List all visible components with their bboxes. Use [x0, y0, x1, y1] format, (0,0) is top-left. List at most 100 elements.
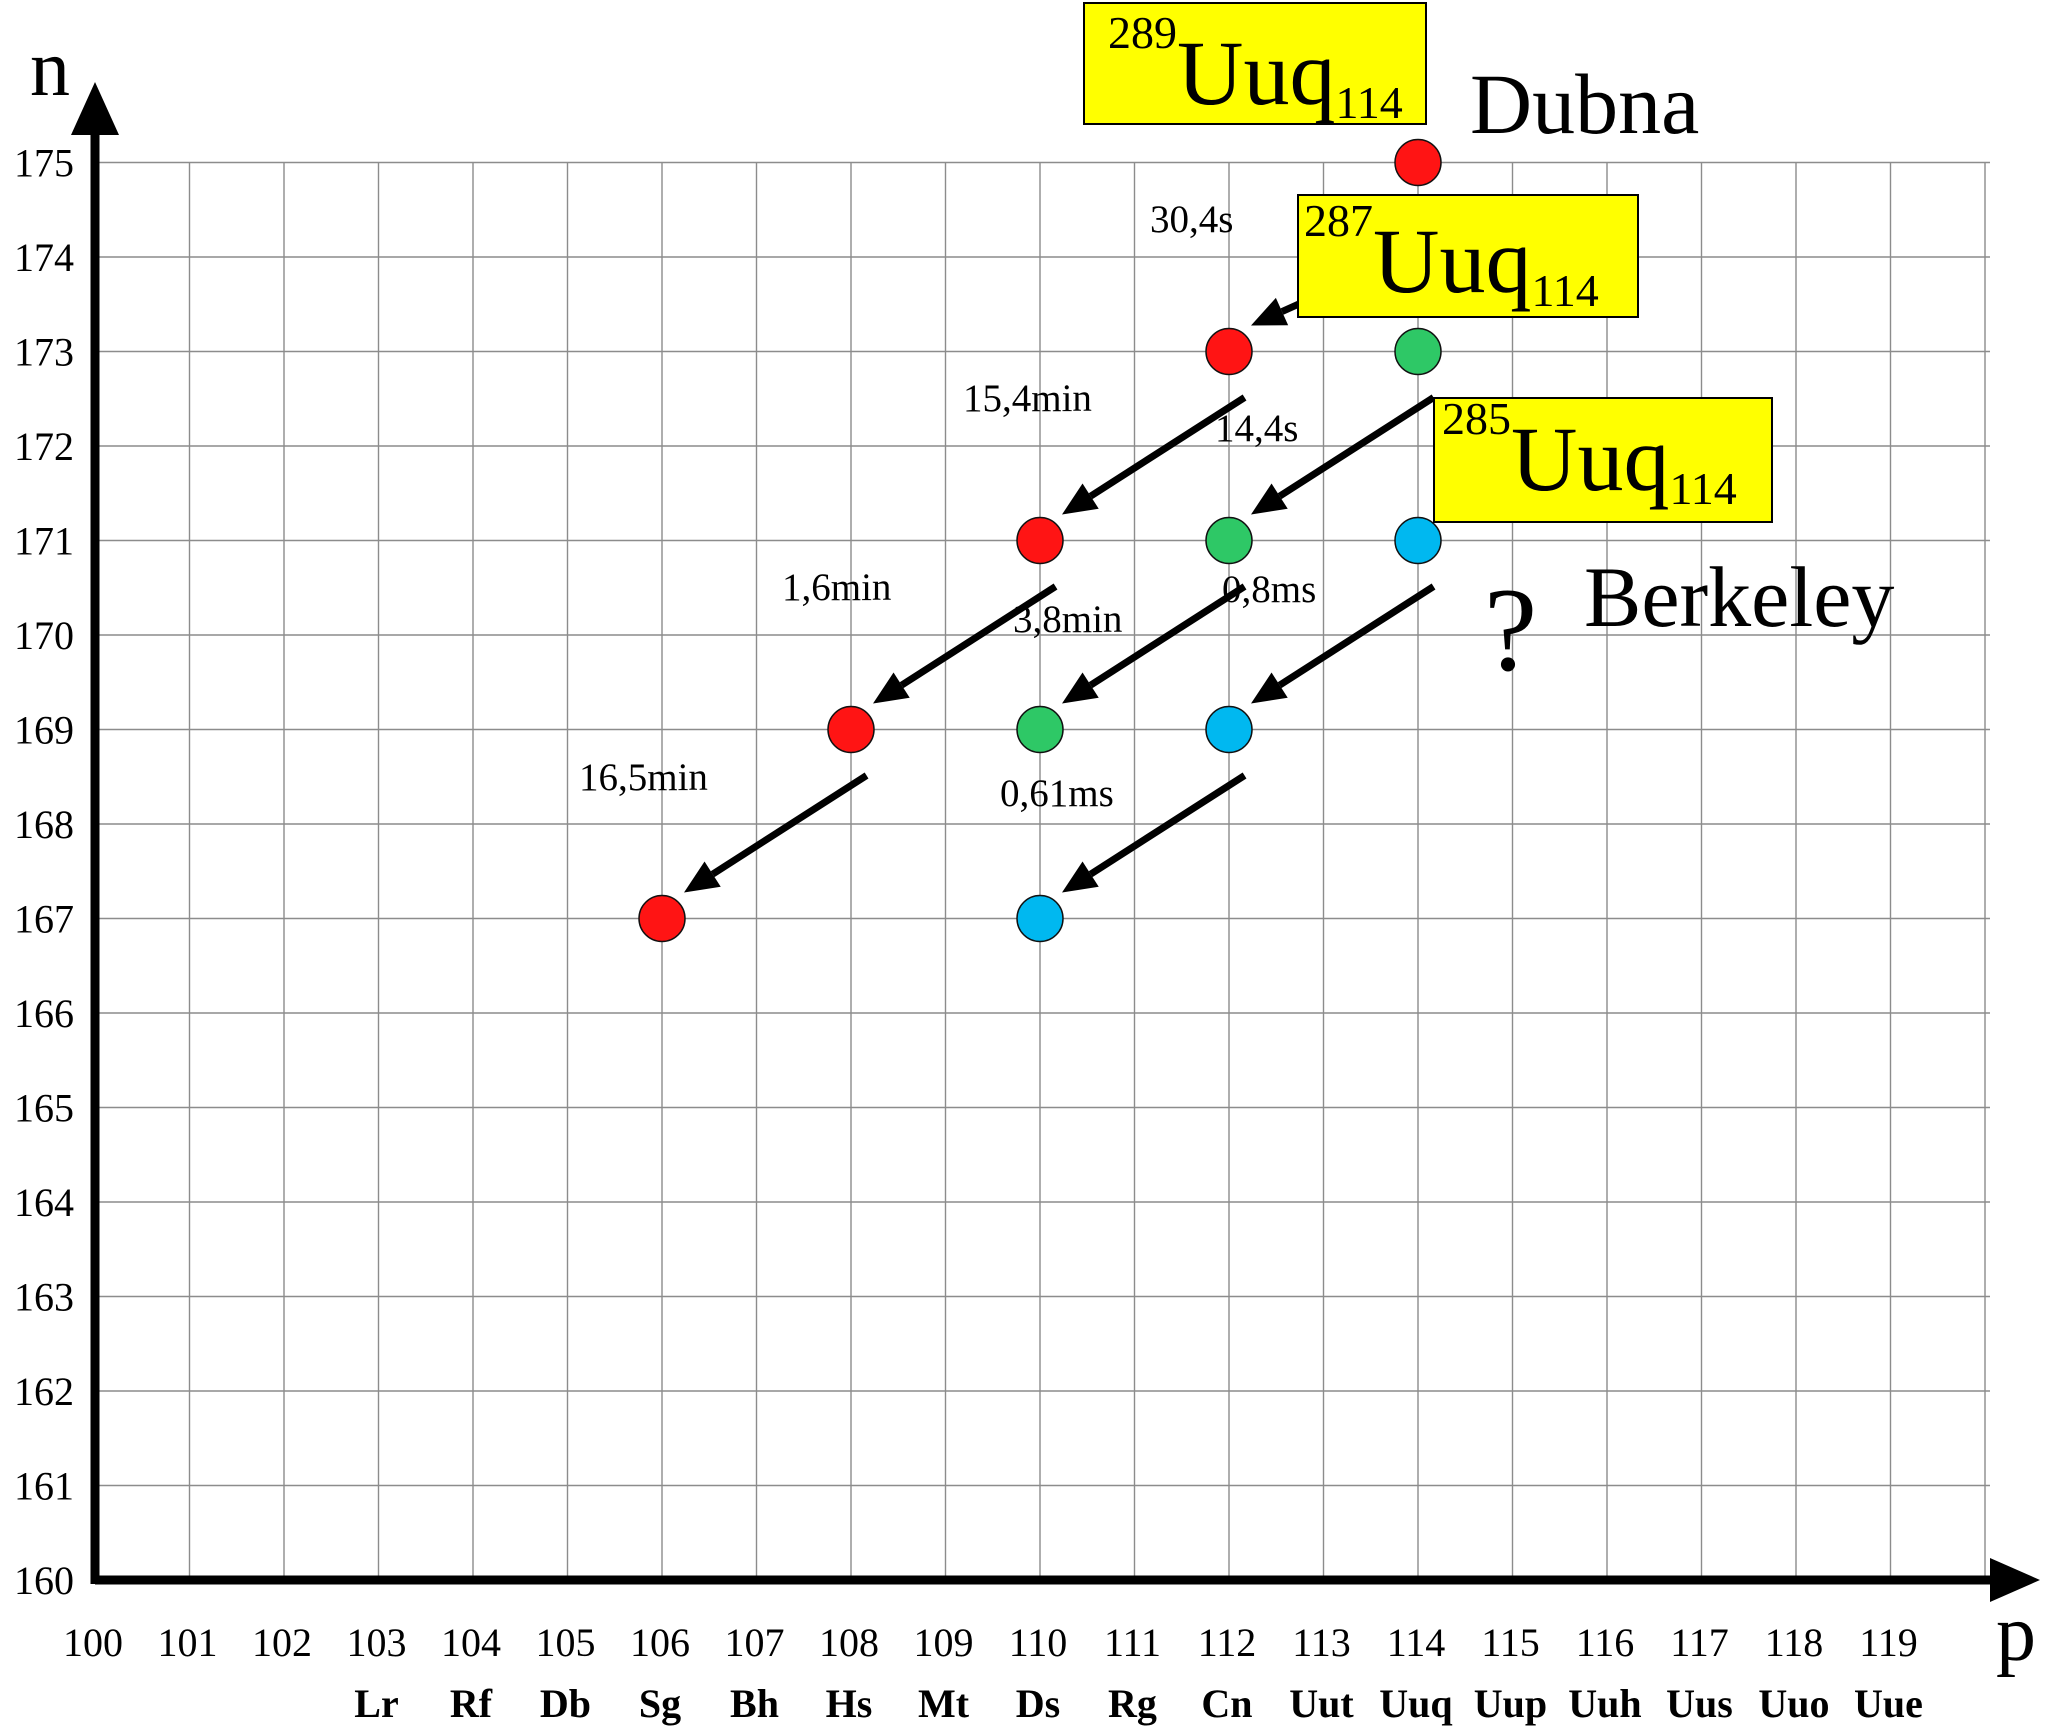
element-symbol-label: Uuq	[1379, 1681, 1452, 1726]
decay-arrow-line	[710, 772, 869, 878]
y-tick-label: 160	[14, 1558, 74, 1603]
half-life-label: 16,5min	[579, 756, 708, 799]
x-tick-label: 112	[1198, 1620, 1257, 1665]
isotope-point	[1394, 327, 1442, 376]
half-life-label: 0,8ms	[1222, 568, 1316, 611]
decay-arrow-head	[1062, 861, 1099, 893]
y-tick-label: 166	[14, 991, 74, 1036]
chart-axes	[71, 82, 2040, 1602]
decay-arrow-line	[1088, 583, 1247, 689]
element-symbol-label: Ds	[1016, 1681, 1060, 1726]
element-symbol-label: Uuh	[1568, 1681, 1641, 1726]
x-tick-labels: 100 101 102 103 104 105 106 107 108 109 110 111 112 1…	[63, 1620, 1918, 1665]
x-tick-label: 100	[63, 1620, 123, 1665]
decay-arrow-line	[899, 583, 1058, 689]
x-tick-label: 106	[630, 1620, 690, 1665]
x-tick-label: 105	[536, 1620, 596, 1665]
x-tick-label: 104	[441, 1620, 501, 1665]
x-tick-label: 115	[1481, 1620, 1540, 1665]
y-tick-label: 174	[14, 235, 74, 280]
isotope-label-285: 285Uuq114	[1433, 393, 1773, 523]
x-axis-arrowhead	[1990, 1558, 2040, 1602]
half-life-label: 1,6min	[782, 566, 891, 609]
decay-arrow-head	[1251, 672, 1288, 704]
decay-arrow-line	[1277, 583, 1436, 689]
half-life-label: 15,4min	[963, 377, 1092, 420]
element-symbol-labels: Lr Rf Db Sg Bh Hs Mt Ds Rg Cn Uut Uuq Uup Uuh Uus Uuo Uu…	[354, 1681, 1923, 1726]
decay-arrow-head	[684, 861, 721, 893]
x-tick-label: 117	[1670, 1620, 1729, 1665]
y-tick-label: 162	[14, 1369, 74, 1414]
y-tick-label: 173	[14, 330, 74, 375]
isotope-point	[1394, 138, 1442, 187]
y-tick-labels: 160 161 162 163 164 165 166 167 168 169 170 171 172 1…	[14, 141, 74, 1604]
x-tick-label: 101	[158, 1620, 218, 1665]
element-symbol-label: Sg	[639, 1681, 681, 1726]
x-tick-label: 114	[1387, 1620, 1446, 1665]
x-tick-label: 113	[1292, 1620, 1351, 1665]
chart-grid	[95, 161, 1990, 1580]
isotope-point	[1205, 516, 1253, 565]
decay-arrow-head	[1062, 672, 1099, 704]
isotope-point	[1016, 516, 1064, 565]
y-tick-label: 168	[14, 802, 74, 847]
x-tick-label: 107	[725, 1620, 785, 1665]
half-life-label: 14,4s	[1215, 407, 1298, 450]
half-life-label: 0,61ms	[1000, 772, 1114, 815]
element-symbol-label: Bh	[730, 1681, 779, 1726]
element-symbol-label: Uue	[1854, 1681, 1923, 1726]
svg-text:289Uuq114: 289Uuq114	[1108, 7, 1403, 128]
isotope-point	[1394, 516, 1442, 565]
y-tick-label: 172	[14, 424, 74, 469]
y-tick-label: 167	[14, 897, 74, 942]
decay-arrow-line	[1088, 772, 1247, 878]
element-symbol-label: Mt	[918, 1681, 970, 1726]
place-label-dubna: Dubna	[1470, 56, 1699, 152]
element-symbol-label: Rf	[450, 1681, 493, 1726]
y-axis-arrowhead	[71, 82, 119, 135]
x-tick-label: 118	[1765, 1620, 1824, 1665]
x-tick-label: 109	[914, 1620, 974, 1665]
y-tick-label: 164	[14, 1180, 74, 1225]
decay-arrow-line	[1277, 394, 1436, 500]
element-symbol-label: Rg	[1108, 1681, 1157, 1726]
y-tick-label: 169	[14, 708, 74, 753]
half-life-label: 30,4s	[1150, 198, 1233, 241]
x-tick-label: 110	[1009, 1620, 1068, 1665]
place-label-berkeley: Berkeley	[1584, 549, 1894, 645]
y-tick-label: 175	[14, 141, 74, 186]
half-life-labels: 30,4s 15,4min 1,6min 16,5min 14,4s 3,8min 0,8m…	[579, 198, 1316, 815]
decay-arrow-line	[1088, 394, 1247, 500]
isotope-point	[827, 705, 875, 754]
isotope-points	[638, 138, 1442, 943]
question-mark: ?	[1484, 563, 1537, 696]
decay-arrow-head	[1062, 483, 1099, 515]
isotope-point	[1205, 705, 1253, 754]
y-tick-label: 171	[14, 519, 74, 564]
x-tick-label: 108	[819, 1620, 879, 1665]
element-symbol-label: Lr	[354, 1681, 398, 1726]
element-symbol-label: Cn	[1201, 1681, 1252, 1726]
svg-text:285Uuq114: 285Uuq114	[1442, 393, 1737, 514]
y-tick-label: 170	[14, 613, 74, 658]
decay-arrow-head	[873, 672, 910, 704]
isotope-point	[1016, 705, 1064, 754]
x-tick-label: 119	[1859, 1620, 1918, 1665]
isotope-point	[1205, 327, 1253, 376]
half-life-label: 3,8min	[1013, 598, 1122, 641]
y-axis-label: n	[30, 25, 70, 113]
svg-text:287Uuq114: 287Uuq114	[1304, 195, 1599, 316]
element-symbol-label: Db	[540, 1681, 591, 1726]
decay-arrow-head	[1251, 297, 1289, 326]
isotope-label-289: 289Uuq114	[1083, 2, 1427, 128]
element-symbol-label: Uus	[1666, 1681, 1733, 1726]
x-tick-label: 103	[347, 1620, 407, 1665]
decay-arrow-head	[1251, 483, 1288, 515]
y-tick-label: 163	[14, 1275, 74, 1320]
element-symbol-label: Hs	[826, 1681, 873, 1726]
x-tick-label: 116	[1576, 1620, 1635, 1665]
isotope-label-287: 287Uuq114	[1297, 194, 1639, 318]
element-symbol-label: Uut	[1289, 1681, 1354, 1726]
isotope-point	[1016, 894, 1064, 943]
